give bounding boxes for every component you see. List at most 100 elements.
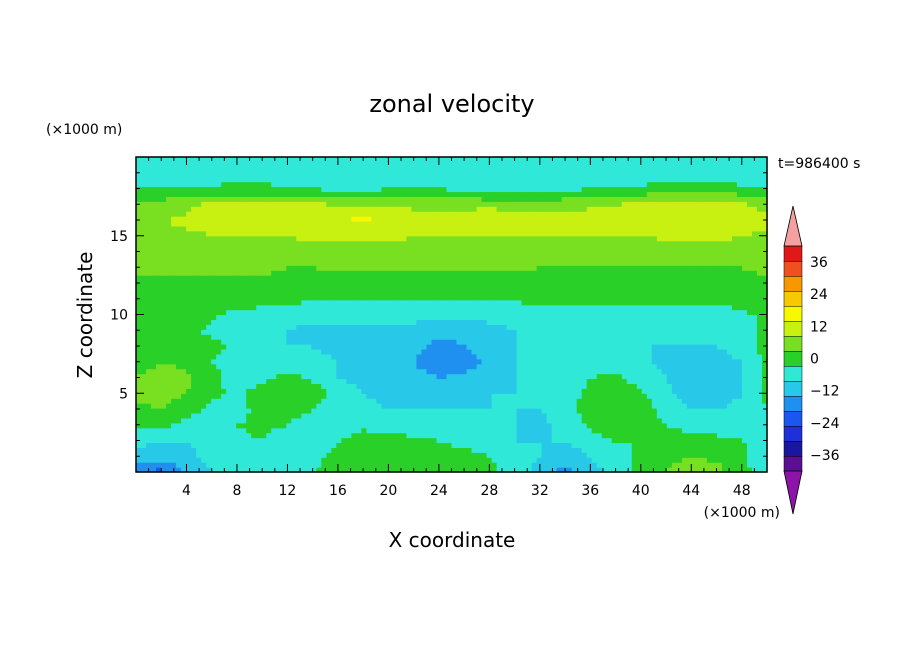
heatmap-cell — [591, 388, 598, 394]
heatmap-cell — [446, 353, 453, 360]
heatmap-cell — [161, 467, 167, 473]
heatmap-cell — [551, 393, 558, 399]
heatmap-cell — [511, 432, 518, 439]
heatmap-cell — [751, 457, 758, 463]
heatmap-cell — [186, 437, 192, 444]
heatmap-cell — [756, 319, 763, 325]
heatmap-cell — [581, 329, 588, 335]
heatmap-cell — [321, 412, 327, 419]
heatmap-cell — [271, 329, 277, 335]
heatmap-cell — [151, 358, 157, 365]
heatmap-cell — [436, 398, 443, 404]
heatmap-cell — [456, 403, 463, 409]
heatmap-cell — [431, 358, 438, 365]
heatmap-cell — [426, 427, 433, 434]
heatmap-cell — [236, 457, 242, 463]
heatmap-cell — [366, 412, 372, 419]
heatmap-cell — [756, 314, 763, 321]
heatmap-cell — [341, 378, 347, 384]
heatmap-cells — [136, 157, 768, 473]
heatmap-cell — [316, 324, 322, 330]
heatmap-cell — [526, 324, 533, 330]
heatmap-cell — [451, 432, 458, 439]
heatmap-cell — [441, 339, 448, 345]
heatmap-cell — [261, 383, 267, 389]
heatmap-cell — [576, 280, 583, 286]
heatmap-cell — [381, 329, 387, 335]
heatmap-cell — [381, 383, 387, 389]
heatmap-cell — [536, 294, 543, 301]
heatmap-cell — [196, 284, 202, 291]
heatmap-cell — [696, 289, 703, 296]
heatmap-cell — [396, 447, 403, 453]
heatmap-cell — [146, 408, 152, 414]
heatmap-cell — [381, 467, 387, 473]
heatmap-cell — [471, 363, 478, 370]
heatmap-cell — [646, 378, 653, 384]
heatmap-cell — [371, 363, 377, 370]
heatmap-cell — [441, 388, 448, 394]
heatmap-cell — [756, 467, 763, 473]
heatmap-cell — [626, 348, 633, 355]
heatmap-cell — [656, 432, 663, 439]
heatmap-cell — [761, 373, 768, 380]
heatmap-cell — [306, 353, 312, 360]
heatmap-cell — [601, 452, 608, 458]
heatmap-cell — [461, 403, 468, 409]
heatmap-cell — [476, 403, 483, 409]
heatmap-cell — [321, 403, 327, 409]
heatmap-cell — [381, 442, 387, 448]
heatmap-cell — [216, 457, 222, 463]
heatmap-cell — [191, 319, 197, 325]
heatmap-cell — [481, 294, 488, 301]
heatmap-cell — [231, 393, 237, 399]
heatmap-cell — [386, 324, 393, 330]
heatmap-cell — [616, 329, 623, 335]
heatmap-cell — [461, 324, 468, 330]
heatmap-cell — [186, 275, 192, 281]
heatmap-cell — [476, 373, 483, 380]
heatmap-cell — [441, 408, 448, 414]
heatmap-cell — [396, 319, 403, 325]
heatmap-cell — [581, 339, 588, 345]
heatmap-cell — [666, 442, 673, 448]
heatmap-cell — [441, 319, 448, 325]
heatmap-cell — [611, 304, 618, 311]
heatmap-cell — [711, 388, 718, 394]
heatmap-cell — [716, 378, 723, 384]
heatmap-cell — [186, 467, 192, 473]
heatmap-cell — [271, 280, 277, 286]
heatmap-cell — [196, 339, 202, 345]
heatmap-cell — [556, 427, 563, 434]
heatmap-cell — [226, 363, 232, 370]
heatmap-cell — [761, 329, 768, 335]
heatmap-cell — [556, 294, 563, 301]
heatmap-cell — [331, 408, 337, 414]
heatmap-cell — [341, 462, 347, 468]
heatmap-cell — [506, 398, 513, 404]
heatmap-cell — [656, 353, 663, 360]
heatmap-cell — [671, 467, 678, 473]
heatmap-cell — [341, 348, 347, 355]
heatmap-cell — [191, 383, 197, 389]
heatmap-cell — [741, 457, 748, 463]
heatmap-cell — [646, 334, 653, 340]
heatmap-cell — [561, 452, 568, 458]
heatmap-cell — [551, 467, 558, 473]
heatmap-cell — [701, 427, 708, 434]
heatmap-cell — [281, 378, 287, 384]
heatmap-cell — [721, 393, 728, 399]
heatmap-cell — [401, 432, 408, 439]
heatmap-cell — [316, 432, 322, 439]
heatmap-cell — [296, 280, 302, 286]
heatmap-cell — [416, 442, 423, 448]
heatmap-cell — [351, 299, 357, 306]
heatmap-cell — [366, 442, 372, 448]
heatmap-cell — [586, 358, 593, 365]
heatmap-cell — [441, 422, 448, 429]
heatmap-cell — [316, 289, 322, 296]
heatmap-cell — [456, 437, 463, 444]
heatmap-cell — [726, 353, 733, 360]
heatmap-cell — [311, 339, 317, 345]
heatmap-cell — [476, 417, 483, 424]
